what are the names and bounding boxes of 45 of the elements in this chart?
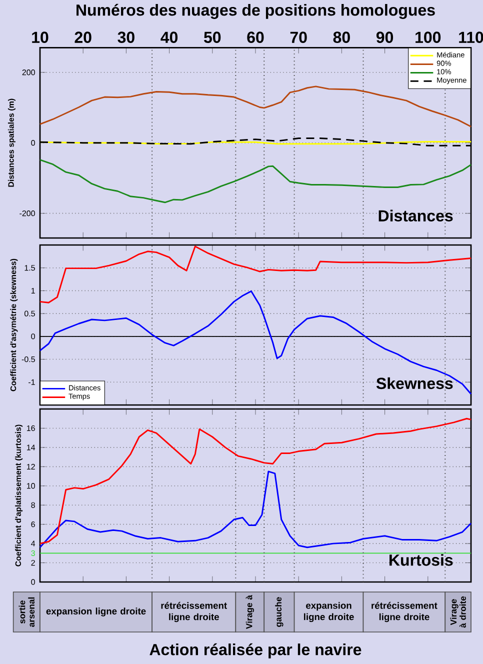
text: Virage à (246, 594, 254, 629)
y-tick-label: 2 (31, 560, 35, 566)
text: sortie arsenal (18, 597, 35, 627)
text: Skewness (376, 377, 453, 390)
y-tick-label: -200 (20, 210, 35, 216)
y-tick-label: -0.5 (22, 356, 35, 362)
x-tick-label: 100 (416, 32, 441, 43)
y-axis-title: Distances spatiales (m) (8, 98, 16, 187)
x-axis-title: Numéros des nuages de positions homologues (76, 4, 435, 19)
y-tick-label: 12 (26, 464, 35, 470)
x-tick-label: 80 (333, 32, 350, 43)
x-tick-label: 20 (74, 32, 92, 43)
y-axis-title: Coefficient d'asymétrie (skewness) (10, 258, 18, 392)
y-tick-label: 4 (31, 540, 36, 546)
x-tick-label: 60 (247, 32, 264, 43)
y-tick-label: 6 (31, 522, 35, 528)
y-tick-label: 1.5 (24, 265, 35, 271)
ref-line-label: 3 (31, 550, 35, 556)
x-tick-label: 50 (204, 32, 221, 43)
y-tick-label: 0 (31, 140, 35, 146)
x-tick-label: 30 (118, 32, 134, 43)
text: expansion ligne droite (46, 608, 146, 616)
y-axis-title: Coefficient d'aplatissement (kurtosis) (15, 424, 23, 566)
y-tick-label: -1 (28, 379, 35, 385)
text: Virage à droite (450, 596, 466, 628)
x-tick-label: 110 (459, 32, 483, 43)
x-tick-label: 40 (160, 32, 178, 43)
y-tick-label: 200 (22, 70, 35, 76)
y-tick-label: 1 (31, 288, 35, 294)
y-tick-label: 8 (31, 502, 35, 508)
y-tick-label: 16 (26, 425, 35, 432)
text: expansion ligne droite (304, 602, 354, 622)
text: rétrécissement ligne droite (161, 602, 227, 622)
text: rétrécissement ligne droite (372, 602, 438, 622)
y-tick-label: 10 (26, 483, 35, 489)
y-tick-label: 14 (26, 444, 36, 450)
text: Distances (378, 210, 453, 222)
y-tick-label: 0 (31, 334, 35, 340)
x-tick-label: 90 (376, 32, 394, 43)
y-tick-label: 0.5 (24, 310, 35, 316)
text: Kurtosis (390, 554, 453, 566)
y-tick-label: 0 (31, 579, 35, 585)
x-tick-label: 70 (290, 32, 307, 43)
text: Action réalisée par le navire (150, 643, 362, 658)
text: gauche (275, 597, 284, 627)
